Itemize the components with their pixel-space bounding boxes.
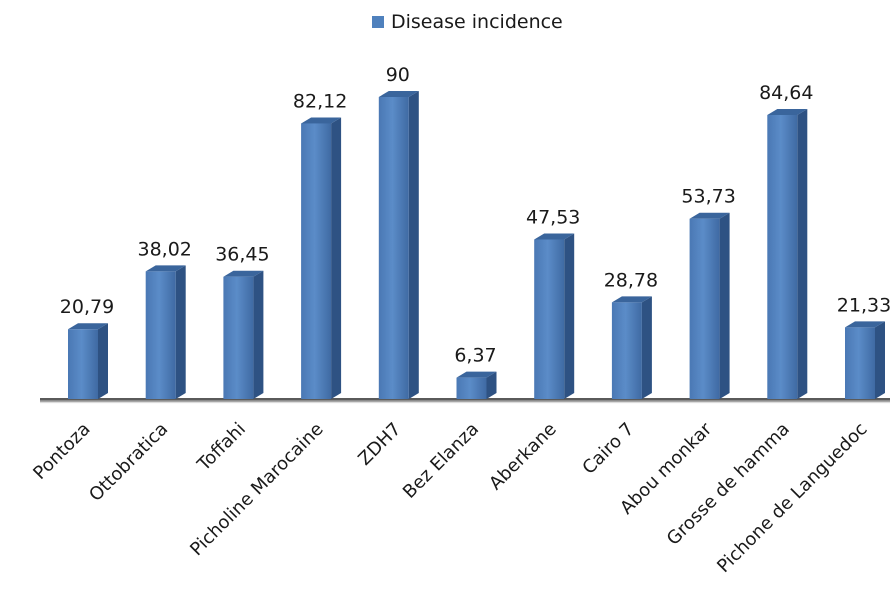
bar-top — [611, 296, 652, 303]
bar-top — [68, 323, 108, 330]
bar — [534, 233, 575, 399]
bar-top — [689, 212, 730, 219]
category-label: Cairo 7 — [578, 419, 638, 479]
bar-front — [845, 327, 875, 399]
bar-side — [408, 91, 419, 399]
bar-side — [486, 371, 497, 399]
bar-side — [175, 265, 186, 399]
bar — [378, 91, 419, 399]
bar — [767, 108, 808, 399]
bars-group — [68, 91, 885, 400]
bar-top — [145, 265, 186, 272]
data-labels-group: 20,79 38,02 36,45 82,12 90 6,37 47,53 28,78 53,7… — [60, 64, 890, 367]
bar-side — [331, 117, 342, 400]
category-label: Pontoza — [29, 419, 94, 484]
bar — [456, 371, 497, 399]
bar-front — [456, 377, 487, 399]
bar-front — [534, 239, 565, 399]
bar-side — [875, 321, 885, 399]
bar-front — [145, 271, 176, 399]
data-label: 38,02 — [137, 238, 191, 260]
category-label: Toffahi — [193, 419, 250, 476]
bar — [145, 265, 186, 399]
bar-front — [611, 302, 642, 399]
data-label: 20,79 — [60, 296, 114, 318]
bar — [223, 270, 264, 399]
chart-floor — [40, 398, 890, 404]
bar-side — [98, 323, 108, 399]
bar-side — [641, 296, 652, 399]
floor-band — [40, 399, 890, 404]
bar — [845, 321, 885, 399]
data-label: 53,73 — [681, 186, 735, 208]
data-label: 90 — [386, 64, 410, 86]
data-label: 28,78 — [604, 269, 658, 291]
category-label: Aberkane — [485, 419, 561, 495]
bar — [611, 296, 652, 399]
bar-front — [767, 114, 798, 399]
data-label: 36,45 — [215, 244, 269, 266]
bar-top — [378, 91, 419, 97]
data-label: 21,33 — [837, 294, 890, 316]
bar-side — [564, 233, 575, 399]
bar-top — [456, 371, 497, 378]
bar-front — [378, 97, 409, 399]
category-label: Ottobratica — [85, 419, 172, 506]
data-label: 47,53 — [526, 207, 580, 229]
chart-legend: Disease incidence — [372, 11, 563, 33]
bar-top — [845, 321, 885, 328]
bar-front — [223, 276, 254, 399]
bar — [689, 212, 730, 399]
bar — [68, 323, 108, 399]
bar-side — [797, 108, 808, 399]
bar — [301, 117, 342, 400]
bar-front — [68, 329, 98, 399]
category-label: ZDH7 — [354, 419, 405, 470]
bar-top — [223, 270, 264, 277]
data-label: 84,64 — [759, 82, 813, 104]
bar-top — [301, 117, 342, 124]
category-label: Pichone de Languedoc — [713, 419, 871, 577]
bar-front — [301, 123, 332, 400]
bar-top — [767, 108, 808, 115]
legend-swatch — [372, 16, 384, 28]
legend-label: Disease incidence — [391, 11, 563, 33]
bar-side — [253, 270, 264, 399]
data-label: 82,12 — [293, 90, 347, 112]
category-label: Bez Elanza — [399, 419, 483, 503]
data-label: 6,37 — [454, 345, 496, 367]
bar-side — [719, 212, 730, 399]
bar-top — [534, 233, 575, 240]
bar-front — [689, 218, 720, 399]
category-label: Picholine Marocaine — [186, 419, 327, 560]
